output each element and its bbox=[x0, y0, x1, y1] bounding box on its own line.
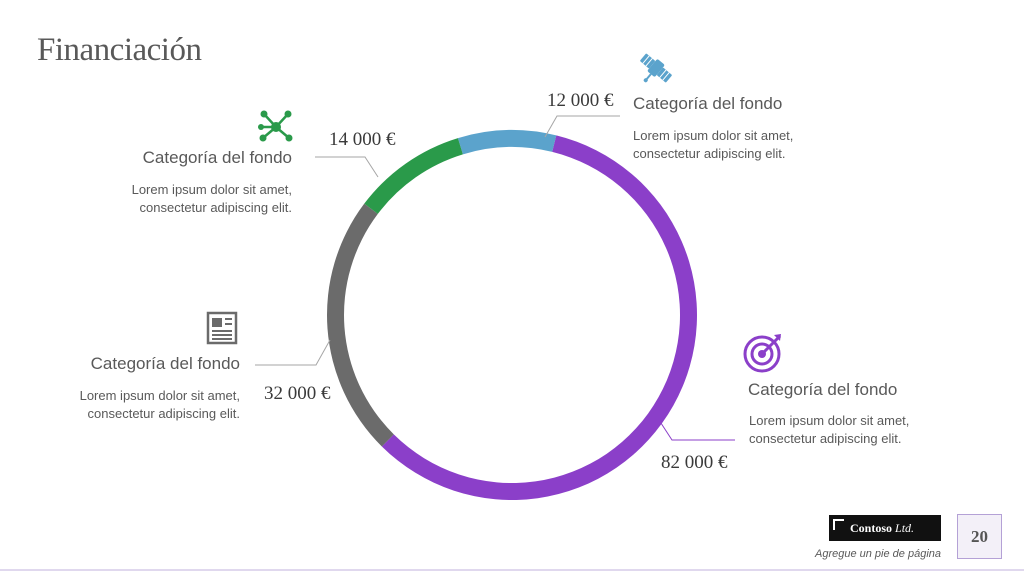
bottom-rule bbox=[0, 569, 1024, 571]
satellite-icon bbox=[640, 53, 672, 83]
donut-slice-3 bbox=[364, 138, 463, 214]
donut-slice-2 bbox=[327, 203, 394, 447]
data-label-82000: 82 000 € bbox=[661, 452, 728, 473]
callout-title-bottom-left: Categoría del fondo bbox=[90, 354, 240, 373]
callout-title-top-right: Categoría del fondo bbox=[633, 94, 783, 113]
newspaper-icon bbox=[206, 311, 238, 345]
donut-slice-0 bbox=[457, 130, 557, 155]
data-label-14000: 14 000 € bbox=[329, 129, 396, 150]
network-icon bbox=[258, 110, 293, 142]
callout-desc-bottom-left: Lorem ipsum dolor sit amet, consectetur … bbox=[79, 388, 240, 421]
callout-title-bottom-right: Categoría del fondo bbox=[748, 380, 898, 399]
page-number: 20 bbox=[957, 514, 1002, 559]
donut-slices bbox=[327, 130, 698, 501]
target-icon bbox=[743, 334, 782, 373]
leader-line-82000 bbox=[656, 416, 735, 441]
callout-desc-top-left: Lorem ipsum dolor sit amet, consectetur … bbox=[131, 182, 292, 215]
footer-text: Agregue un pie de página bbox=[815, 548, 941, 560]
donut-slice-1 bbox=[381, 135, 698, 501]
callout-title-top-left: Categoría del fondo bbox=[142, 148, 292, 167]
logo-brand: Contoso bbox=[850, 521, 893, 535]
logo-text: Contoso Ltd. bbox=[850, 521, 914, 536]
data-label-32000: 32 000 € bbox=[264, 383, 331, 404]
leader-line-32000 bbox=[255, 339, 331, 366]
contoso-logo: Contoso Ltd. bbox=[829, 515, 941, 541]
leader-line-14000 bbox=[315, 156, 379, 178]
logo-suffix: Ltd. bbox=[895, 521, 915, 535]
leader-line-12000 bbox=[544, 115, 620, 138]
data-label-12000: 12 000 € bbox=[547, 90, 614, 111]
callout-desc-top-right: Lorem ipsum dolor sit amet, consectetur … bbox=[633, 128, 794, 161]
callout-desc-bottom-right: Lorem ipsum dolor sit amet, consectetur … bbox=[749, 413, 910, 446]
logo-corner-mark bbox=[833, 519, 844, 530]
slide-title: Financiación bbox=[37, 32, 202, 68]
